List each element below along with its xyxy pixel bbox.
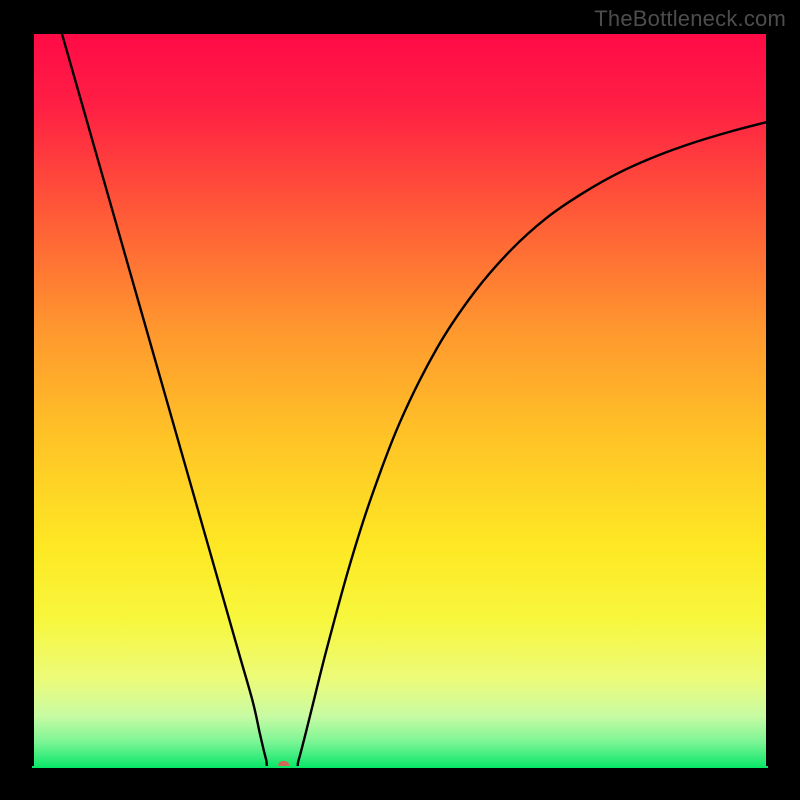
border-right	[766, 32, 768, 768]
bottleneck-chart	[32, 32, 768, 768]
border-bottom	[32, 766, 768, 768]
watermark-text: TheBottleneck.com	[594, 6, 786, 32]
plot-area	[32, 32, 768, 768]
border-top	[32, 32, 768, 34]
border-left	[32, 32, 34, 768]
chart-background	[32, 32, 768, 768]
